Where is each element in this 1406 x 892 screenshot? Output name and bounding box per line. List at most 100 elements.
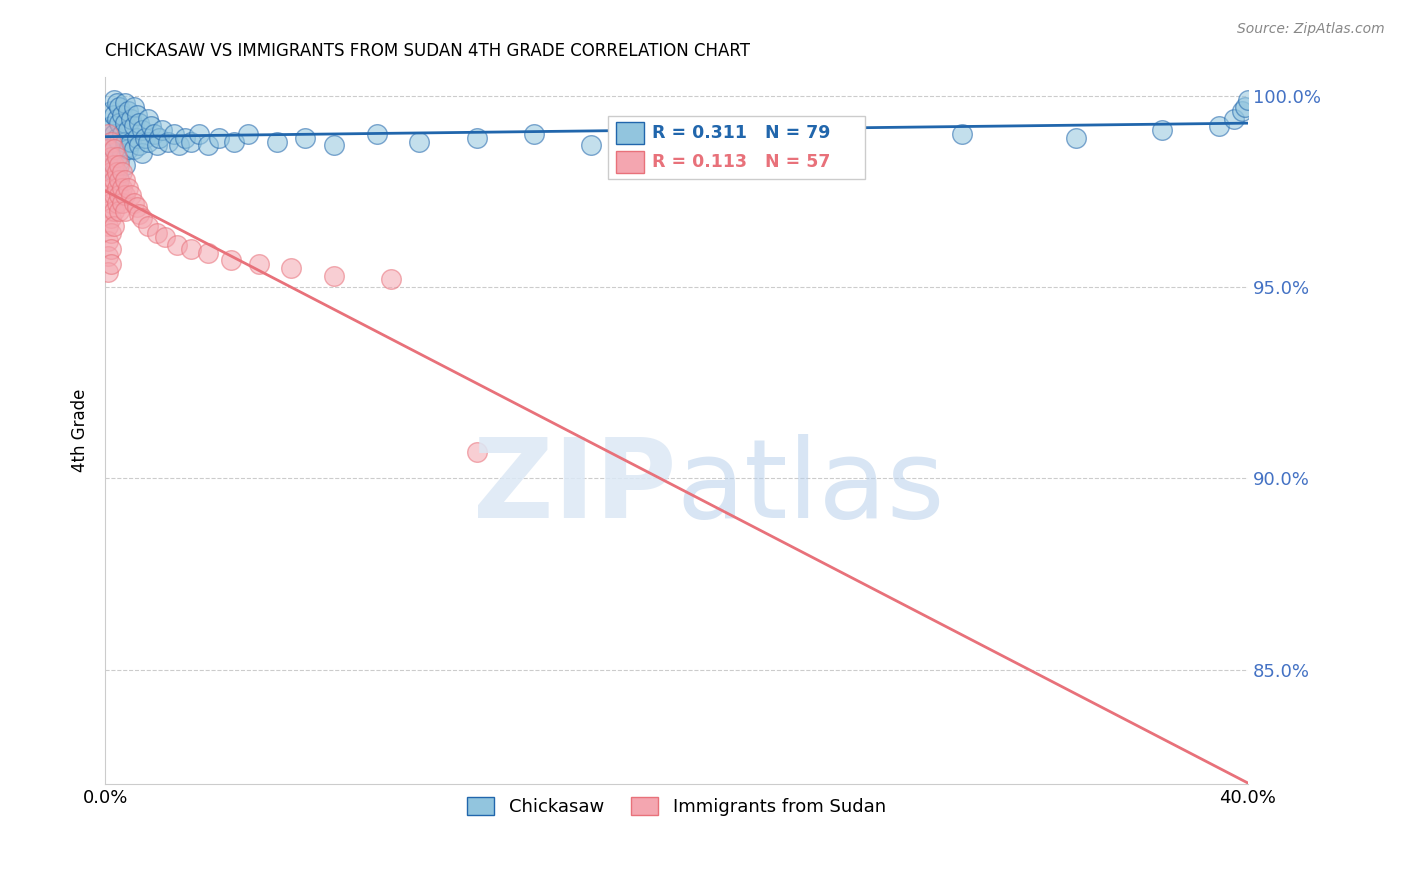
Point [1237,93,1260,107]
Point [100,150,122,164]
Point [148,130,170,145]
Point [408,135,430,149]
Point [219,253,242,268]
Point [114,173,136,187]
Point [103,219,125,233]
Point [97,265,120,279]
Point [950,127,973,141]
Point [97,203,120,218]
Text: Source: ZipAtlas.com: Source: ZipAtlas.com [1237,22,1385,37]
Point [108,115,131,129]
Point [122,120,145,134]
Point [266,135,288,149]
Point [1230,103,1253,118]
Point [97,161,120,176]
Point [153,230,176,244]
Point [1222,112,1244,126]
Point [108,203,131,218]
Point [131,123,153,137]
Point [105,130,128,145]
Point [169,138,191,153]
Point [197,138,219,153]
Point [665,130,688,145]
Point [322,268,344,283]
Point [131,146,153,161]
Text: atlas: atlas [676,434,945,541]
Point [100,135,122,149]
Legend: Chickasaw, Immigrants from Sudan: Chickasaw, Immigrants from Sudan [458,788,894,825]
Text: CHICKASAW VS IMMIGRANTS FROM SUDAN 4TH GRADE CORRELATION CHART: CHICKASAW VS IMMIGRANTS FROM SUDAN 4TH G… [105,42,751,60]
Point [249,257,271,271]
Point [103,127,125,141]
Point [108,173,131,187]
Point [114,115,136,129]
Point [100,103,122,118]
Point [125,108,148,122]
Point [222,135,245,149]
Point [579,138,602,153]
Point [120,188,142,202]
Point [128,207,150,221]
Point [103,165,125,179]
Point [166,238,188,252]
Point [97,188,120,202]
Point [114,203,136,218]
Point [100,195,122,210]
Point [97,142,120,156]
Point [142,127,165,141]
Point [208,130,231,145]
Point [117,103,139,118]
Point [122,142,145,156]
Point [197,245,219,260]
Point [103,93,125,107]
Point [97,142,120,156]
Point [136,135,159,149]
Point [97,127,120,141]
Point [100,257,122,271]
Point [100,153,122,168]
Point [114,188,136,202]
Point [150,123,173,137]
Point [322,138,344,153]
Point [136,219,159,233]
Point [1208,120,1230,134]
Point [134,130,156,145]
Point [105,96,128,111]
Point [280,260,302,275]
Point [97,249,120,263]
Text: ZIP: ZIP [474,434,676,541]
Point [111,180,134,194]
Point [125,200,148,214]
Point [188,127,211,141]
Point [108,188,131,202]
Point [100,227,122,241]
Point [100,242,122,256]
Point [103,108,125,122]
Point [108,173,131,187]
Point [122,100,145,114]
Point [366,127,388,141]
Point [103,142,125,156]
Point [523,127,546,141]
Point [114,135,136,149]
Point [108,135,131,149]
Point [111,146,134,161]
Point [837,135,859,149]
Point [103,142,125,156]
Point [114,158,136,172]
Point [97,234,120,248]
Point [125,130,148,145]
Point [117,142,139,156]
Point [114,96,136,111]
Point [100,180,122,194]
Point [163,127,186,141]
Point [97,123,120,137]
Point [122,195,145,210]
Point [145,227,167,241]
Point [145,138,167,153]
Point [103,203,125,218]
Point [136,112,159,126]
Point [751,127,773,141]
Point [100,120,122,134]
Point [97,173,120,187]
